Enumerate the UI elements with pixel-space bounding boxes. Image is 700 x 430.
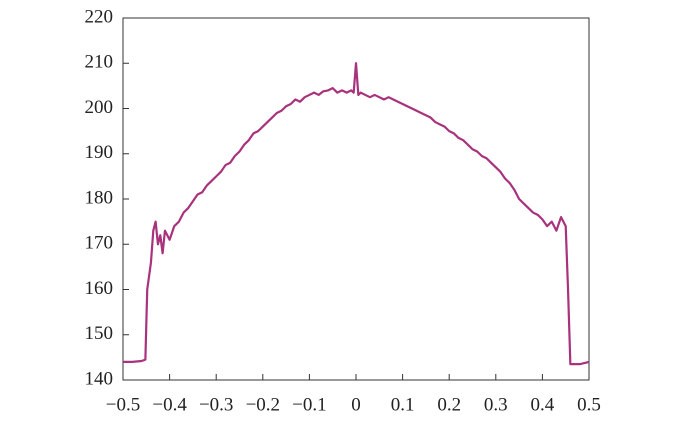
y-tick-label: 180 xyxy=(85,187,114,208)
y-tick-label: 170 xyxy=(85,233,114,254)
x-tick-label: −0.5 xyxy=(106,394,140,415)
y-tick-label: 200 xyxy=(85,97,114,118)
y-tick-label: 150 xyxy=(85,323,114,344)
x-tick-label: 0.3 xyxy=(484,394,508,415)
x-tick-label: 0.2 xyxy=(437,394,461,415)
x-tick-label: −0.1 xyxy=(292,394,326,415)
y-tick-label: 140 xyxy=(85,368,114,389)
y-tick-label: 220 xyxy=(85,6,114,27)
x-tick-label: 0.1 xyxy=(391,394,415,415)
x-tick-label: 0.4 xyxy=(531,394,555,415)
x-tick-label: −0.4 xyxy=(152,394,187,415)
x-tick-label: −0.2 xyxy=(246,394,280,415)
y-tick-label: 210 xyxy=(85,52,114,73)
data-line xyxy=(123,62,590,366)
y-tick-label: 190 xyxy=(85,142,114,163)
x-tick-label: −0.3 xyxy=(199,394,233,415)
y-tick-label: 160 xyxy=(85,278,114,299)
x-tick-label: 0 xyxy=(351,394,361,415)
x-tick-label: 0.5 xyxy=(577,394,601,415)
